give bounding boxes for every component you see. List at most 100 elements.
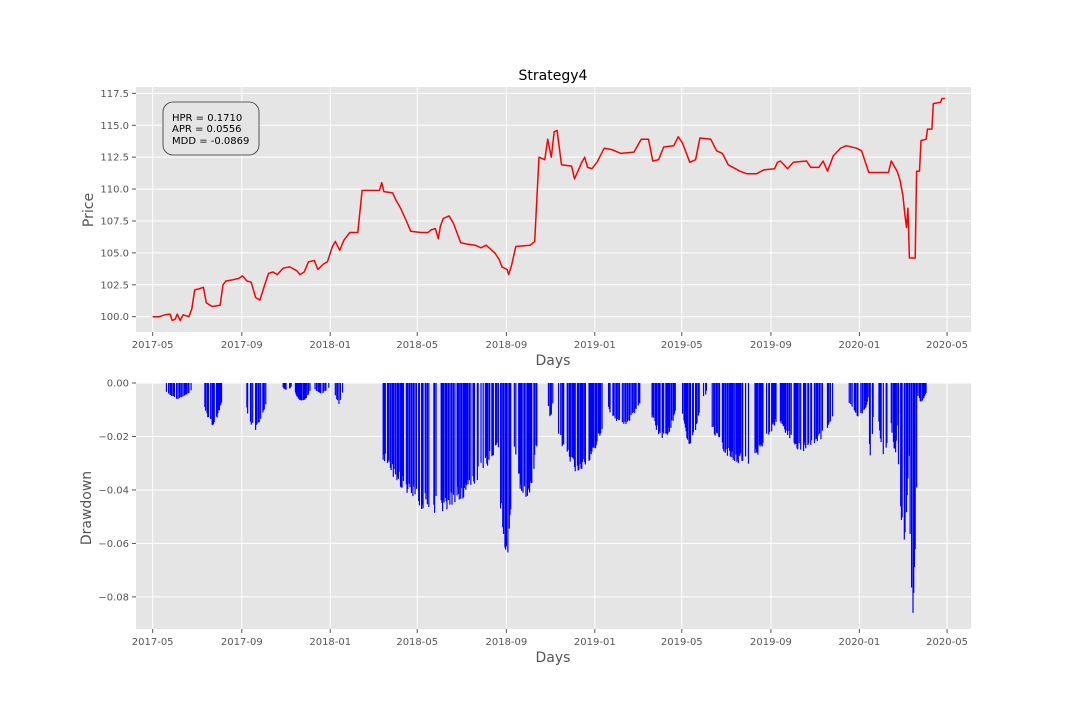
drawdown-bar: [528, 383, 530, 490]
drawdown-bar: [807, 383, 809, 446]
drawdown-bar: [892, 383, 895, 443]
drawdown-bar: [468, 383, 471, 481]
drawdown-bar: [891, 383, 893, 433]
drawdown-bar: [521, 383, 523, 491]
drawdown-bar: [922, 383, 924, 399]
drawdown-bar: [890, 383, 892, 424]
drawdown-bar: [758, 383, 760, 445]
drawdown-bar: [810, 383, 812, 445]
drawdown-bar: [401, 383, 403, 488]
drawdown-bar: [220, 383, 222, 405]
drawdown-bar: [218, 383, 220, 410]
drawdown-bar: [507, 383, 509, 553]
drawdown-bar: [684, 383, 687, 428]
drawdown-bar: [415, 383, 418, 489]
drawdown-bar: [531, 383, 533, 483]
drawdown-bar: [510, 383, 512, 510]
drawdown-bar: [803, 383, 805, 443]
drawdown-bar: [480, 383, 482, 463]
drawdown-bar: [904, 383, 906, 533]
drawdown-bar: [318, 383, 320, 393]
drawdown-bar: [460, 383, 462, 499]
drawdown-bar: [504, 383, 506, 548]
drawdown-bar: [407, 383, 409, 489]
drawdown-bar: [790, 383, 792, 435]
drawdown-bar: [794, 383, 797, 444]
drawdown-bar: [477, 383, 479, 467]
drawdown-bar: [816, 383, 818, 441]
drawdown-x-axis-label: Days: [536, 650, 571, 666]
drawdown-bar: [789, 383, 791, 439]
drawdown-x-tick-label: 2019-09: [750, 637, 792, 648]
drawdown-bar: [172, 383, 174, 396]
drawdown-bar: [567, 383, 569, 450]
drawdown-bar: [307, 383, 309, 396]
drawdown-bar: [210, 383, 212, 420]
drawdown-bar: [774, 383, 776, 420]
drawdown-bar: [263, 383, 265, 410]
drawdown-bar: [788, 383, 790, 432]
drawdown-bar: [557, 383, 560, 434]
drawdown-bar: [600, 383, 602, 434]
drawdown-bar: [625, 383, 627, 425]
drawdown-bar: [489, 383, 491, 451]
drawdown-bar: [190, 383, 192, 391]
drawdown-bar: [894, 383, 896, 449]
drawdown-bar: [730, 383, 732, 452]
drawdown-bar: [735, 383, 737, 455]
drawdown-bar: [900, 383, 903, 520]
drawdown-x-tick-label: 2017-09: [221, 637, 263, 648]
drawdown-bar: [211, 383, 213, 425]
drawdown-bar: [283, 383, 286, 389]
drawdown-bar: [515, 383, 517, 455]
drawdown-bar: [917, 383, 919, 397]
drawdown-bar: [533, 383, 535, 469]
drawdown-bar: [502, 383, 505, 534]
drawdown-bar: [536, 383, 538, 447]
drawdown-bar: [618, 383, 621, 420]
drawdown-bar: [391, 383, 394, 465]
drawdown-bar: [688, 383, 690, 444]
drawdown-bar: [880, 383, 882, 443]
drawdown-bar: [612, 383, 614, 416]
drawdown-bar: [466, 383, 468, 481]
drawdown-bar: [738, 383, 740, 455]
drawdown-bar: [727, 383, 729, 449]
drawdown-bar: [530, 383, 532, 483]
drawdown-bar: [494, 383, 497, 446]
drawdown-bar: [219, 383, 221, 406]
drawdown-bar: [450, 383, 452, 493]
drawdown-bar: [420, 383, 423, 510]
drawdown-bar: [309, 383, 311, 391]
drawdown-bar: [674, 383, 676, 411]
drawdown-bar: [400, 383, 402, 488]
drawdown-bar: [212, 383, 215, 424]
drawdown-bar: [410, 383, 413, 494]
drawdown-bar: [435, 383, 437, 496]
drawdown-bar: [782, 383, 784, 427]
drawdown-bar: [885, 383, 887, 448]
drawdown-bar: [184, 383, 186, 395]
drawdown-bar: [814, 383, 816, 440]
drawdown-bar: [393, 383, 395, 469]
drawdown-y-axis-label: Drawdown: [79, 471, 95, 545]
drawdown-bar: [866, 383, 868, 402]
drawdown-bar: [713, 383, 715, 427]
price-x-axis-label: Days: [536, 353, 571, 369]
drawdown-bar: [568, 383, 571, 457]
drawdown-bar: [562, 383, 564, 445]
drawdown-bar: [805, 383, 807, 449]
price-chart: 2017-05 2017-09 2018-01 2018-05 2018-09 2019-…: [81, 68, 971, 369]
drawdown-bar: [621, 383, 623, 423]
drawdown-bar: [390, 383, 392, 471]
drawdown-bar: [692, 383, 694, 433]
price-line-layer: [152, 97, 945, 322]
drawdown-bar: [297, 383, 299, 397]
drawdown-bar: [652, 383, 655, 418]
drawdown-bar: [265, 383, 267, 405]
drawdown-bar: [698, 383, 700, 413]
drawdown-bar: [550, 383, 552, 415]
drawdown-bar: [552, 383, 554, 404]
drawdown-bar: [923, 383, 925, 399]
drawdown-bar: [470, 383, 472, 485]
